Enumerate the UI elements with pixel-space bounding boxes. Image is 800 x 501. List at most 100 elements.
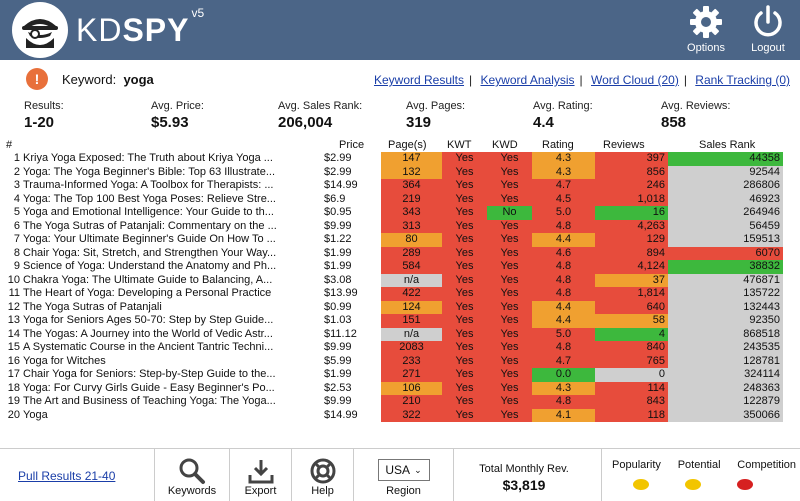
col-header-rating[interactable]: Rating — [542, 139, 574, 151]
col-header-reviews[interactable]: Reviews — [603, 139, 645, 151]
region-select[interactable]: USA ⌄ — [377, 459, 430, 481]
book-price: $6.9 — [324, 192, 346, 205]
book-title[interactable]: Yoga: Your Ultimate Beginner's Guide On … — [23, 233, 276, 245]
book-title[interactable]: The Art and Business of Teaching Yoga: T… — [23, 395, 276, 407]
word-cloud-link[interactable]: Word Cloud (20) — [591, 73, 679, 87]
rank-tracking-link[interactable]: Rank Tracking (0) — [695, 73, 790, 87]
table-row[interactable]: 12 The Yoga Sutras of Patanjali $0.99 124 Ye… — [6, 300, 800, 314]
col-header-price[interactable]: Price — [339, 139, 365, 151]
help-button[interactable]: Help — [292, 449, 354, 501]
book-kwd: Yes — [487, 179, 532, 193]
book-kwt: Yes — [442, 179, 487, 193]
total-revenue: Total Monthly Rev. $3,819 — [454, 463, 594, 493]
book-rating: 4.8 — [532, 341, 595, 355]
pull-results-link[interactable]: Pull Results 21-40 — [18, 469, 116, 483]
table-row[interactable]: 11 The Heart of Yoga: Developing a Person… — [6, 287, 800, 301]
book-reviews: 16 — [595, 206, 668, 220]
col-header-num[interactable]: # — [6, 139, 13, 151]
col-header-kwt[interactable]: KWT — [447, 139, 472, 151]
book-price: $14.99 — [324, 179, 358, 191]
table-row[interactable]: 19 The Art and Business of Teaching Yoga:… — [6, 395, 800, 409]
book-pages: 147 — [381, 152, 442, 166]
book-title[interactable]: The Yogas: A Journey into the World of V… — [23, 327, 273, 340]
total-revenue-cell — [454, 449, 602, 501]
info-icon[interactable]: ! — [26, 68, 48, 90]
book-title[interactable]: Chair Yoga for Seniors: Step-by-Step Gui… — [23, 368, 276, 380]
stat-value: 858 — [661, 114, 687, 131]
book-kwd: Yes — [487, 273, 532, 287]
book-price: $3.08 — [324, 273, 352, 286]
book-title[interactable]: The Yoga Sutras of Patanjali — [23, 300, 162, 313]
book-price: $1.03 — [324, 314, 352, 326]
table-row[interactable]: 14 The Yogas: A Journey into the World of… — [6, 327, 800, 341]
book-kwt: Yes — [442, 165, 487, 179]
logout-button[interactable]: Logout — [738, 4, 798, 56]
row-number: 5 — [13, 206, 20, 218]
book-title[interactable]: The Yoga Sutras of Patanjali: Commentary… — [23, 219, 277, 232]
book-rating: 0.0 — [532, 368, 595, 382]
table-row[interactable]: 20 Yoga $14.99 322 Yes Yes 4.1 118 350066 — [6, 408, 800, 422]
options-button[interactable]: Options — [676, 4, 736, 56]
book-title[interactable]: Trauma-Informed Yoga: A Toolbox for Ther… — [23, 179, 274, 191]
book-title[interactable]: Yoga for Seniors Ages 50-70: Step by Ste… — [23, 314, 274, 326]
book-rating: 4.8 — [532, 260, 595, 274]
book-reviews: 1,018 — [595, 192, 668, 206]
table-row[interactable]: 9 Science of Yoga: Understand the Anatomy… — [6, 260, 800, 274]
table-row[interactable]: 2 Yoga: The Yoga Beginner's Bible: Top 63… — [6, 165, 800, 179]
book-rating: 4.8 — [532, 395, 595, 409]
book-title[interactable]: Yoga: For Curvy Girls Guide - Easy Begin… — [23, 381, 275, 394]
book-title[interactable]: Yoga: The Top 100 Best Yoga Poses: Relie… — [23, 192, 276, 205]
book-kwd: Yes — [487, 233, 532, 247]
col-header-sales-rank[interactable]: Sales Rank — [699, 139, 756, 151]
table-row[interactable]: 10 Chakra Yoga: The Ultimate Guide to Bal… — [6, 273, 800, 287]
book-reviews: 129 — [595, 233, 668, 247]
row-number: 16 — [7, 354, 20, 367]
book-title[interactable]: The Heart of Yoga: Developing a Personal… — [23, 287, 272, 299]
book-rating: 4.6 — [532, 246, 595, 260]
table-row[interactable]: 3 Trauma-Informed Yoga: A Toolbox for The… — [6, 179, 800, 193]
book-title[interactable]: Yoga and Emotional Intelligence: Your Gu… — [23, 206, 274, 218]
book-price: $9.99 — [324, 219, 352, 232]
table-row[interactable]: 1 Kriya Yoga Exposed: The Truth about Kri… — [6, 152, 800, 166]
col-header-kwd[interactable]: KWD — [492, 139, 518, 151]
table-row[interactable]: 13 Yoga for Seniors Ages 50-70: Step by S… — [6, 314, 800, 328]
table-row[interactable]: 16 Yoga for Witches $5.99 233 Yes Yes 4.7 765 12… — [6, 354, 800, 368]
table-row[interactable]: 6 The Yoga Sutras of Patanjali: Commentar… — [6, 219, 800, 233]
book-title[interactable]: Yoga: The Yoga Beginner's Bible: Top 63 … — [23, 165, 276, 178]
table-row[interactable]: 18 Yoga: For Curvy Girls Guide - Easy Beg… — [6, 381, 800, 395]
book-reviews: 114 — [595, 381, 668, 395]
book-pages: 289 — [381, 246, 442, 260]
book-title[interactable]: Chair Yoga: Sit, Stretch, and Strengthen… — [23, 246, 277, 259]
table-row[interactable]: 15 A Systematic Course in the Ancient Tan… — [6, 341, 800, 355]
book-title[interactable]: A Systematic Course in the Ancient Tantr… — [23, 341, 274, 353]
book-title[interactable]: Yoga — [23, 408, 48, 421]
book-kwd: Yes — [487, 395, 532, 409]
keyword-results-link[interactable]: Keyword Results — [373, 73, 465, 87]
col-header-pages[interactable]: Page(s) — [388, 139, 427, 151]
table-row[interactable]: 5 Yoga and Emotional Intelligence: Your G… — [6, 206, 800, 220]
table-row[interactable]: 17 Chair Yoga for Seniors: Step-by-Step G… — [6, 368, 800, 382]
book-pages: 106 — [381, 381, 442, 395]
export-button[interactable]: Export — [230, 449, 292, 501]
book-pages: 124 — [381, 300, 442, 314]
stat-label: Avg. Rating: — [533, 100, 593, 112]
keyword-analysis-link[interactable]: Keyword Analysis — [480, 73, 575, 87]
book-title[interactable]: Kriya Yoga Exposed: The Truth about Kriy… — [23, 152, 273, 164]
book-pages: 271 — [381, 368, 442, 382]
book-reviews: 840 — [595, 341, 668, 355]
book-sales-rank: 350066 — [668, 408, 783, 422]
book-rating: 4.8 — [532, 287, 595, 301]
book-kwt: Yes — [442, 206, 487, 220]
table-row[interactable]: 8 Chair Yoga: Sit, Stretch, and Strengthe… — [6, 246, 800, 260]
table-row[interactable]: 4 Yoga: The Top 100 Best Yoga Poses: Reli… — [6, 192, 800, 206]
book-title[interactable]: Yoga for Witches — [23, 354, 106, 367]
book-title[interactable]: Chakra Yoga: The Ultimate Guide to Balan… — [23, 273, 273, 286]
book-sales-rank: 868518 — [668, 327, 783, 341]
book-title[interactable]: Science of Yoga: Understand the Anatomy … — [23, 260, 277, 272]
table-row[interactable]: 7 Yoga: Your Ultimate Beginner's Guide On… — [6, 233, 800, 247]
keywords-button[interactable]: Keywords — [155, 449, 230, 501]
stat-avg-reviews: Avg. Reviews: 858 — [661, 100, 731, 131]
book-pages: 313 — [381, 219, 442, 233]
book-kwd: Yes — [487, 300, 532, 314]
book-reviews: 894 — [595, 246, 668, 260]
